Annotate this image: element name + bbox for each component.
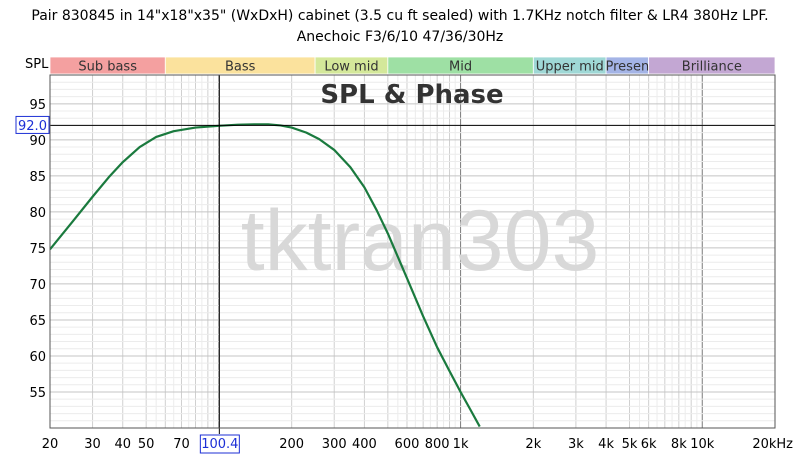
cursor-y-readout-box (15, 115, 50, 134)
y-tick-label: 90 (29, 134, 46, 149)
x-tick-label: 20 (42, 437, 59, 452)
x-tick-label: 200 (279, 437, 304, 452)
x-tick-label: 40 (114, 437, 131, 452)
x-tick-label: 400 (352, 437, 377, 452)
frequency-bands: Sub bass Bass Low mid Mid Upper mid Presen Bri… (49, 56, 776, 75)
x-tick-label: 20kHz (752, 437, 793, 452)
x-tick-label: 300 (322, 437, 347, 452)
band-label: Upper mid (536, 60, 604, 75)
x-tick-label: 30 (84, 437, 101, 452)
y-tick-label: 85 (29, 170, 46, 185)
cursor: 92.0 100.4 (15, 75, 775, 454)
y-tick-label: 70 (29, 278, 46, 293)
x-tick-label: 50 (138, 437, 155, 452)
chart-title-line-1: Pair 830845 in 14"x18"x35" (WxDxH) cabin… (31, 8, 769, 24)
plot-frame (49, 74, 776, 429)
band-label: Sub bass (78, 60, 137, 75)
band-label: Low mid (324, 60, 378, 75)
band-label: Mid (449, 60, 472, 75)
x-tick-label: 800 (425, 437, 450, 452)
plot-area (50, 75, 775, 428)
band-label: Bass (225, 60, 256, 75)
band-rect (648, 56, 776, 75)
spl-curve (50, 123, 481, 428)
chart-title-line-2: Anechoic F3/6/10 47/36/30Hz (296, 29, 504, 45)
x-tick-label: 4k (598, 437, 614, 452)
cursor-x-readout-box (199, 434, 240, 454)
cursor-x-readout: 100.4 (201, 437, 238, 452)
y-tick-label: 80 (29, 206, 46, 221)
x-tick-label: 6k (641, 437, 657, 452)
x-tick-label: 3k (568, 437, 584, 452)
grid (50, 75, 775, 428)
x-tick-label: 70 (173, 437, 190, 452)
watermark: tktran303 (241, 193, 600, 289)
x-tick-label: 10k (690, 437, 715, 452)
axes: 55 60 65 70 75 80 85 90 95 20 30 40 50 70 200 300 400 600… (29, 74, 793, 452)
band-label: Brilliance (682, 60, 742, 75)
x-tick-label: 5k (622, 437, 638, 452)
x-tick-label: 1k (453, 437, 469, 452)
y-tick-label: 95 (29, 98, 46, 113)
chart-inner-title: SPL & Phase (320, 80, 503, 110)
x-tick-label: 8k (671, 437, 687, 452)
y-tick-label: 65 (29, 314, 46, 329)
y-tick-label: 75 (29, 242, 46, 257)
x-tick-label: 600 (395, 437, 420, 452)
x-tick-label: 2k (525, 437, 541, 452)
chart-title-area: Pair 830845 in 14"x18"x35" (WxDxH) cabin… (0, 6, 800, 48)
y-tick-label: 55 (29, 386, 46, 401)
series (50, 123, 481, 428)
y-axis-label: SPL (25, 57, 49, 72)
cursor-y-readout: 92.0 (18, 119, 47, 134)
band-label: Presen (606, 60, 650, 75)
y-tick-label: 60 (29, 350, 46, 365)
